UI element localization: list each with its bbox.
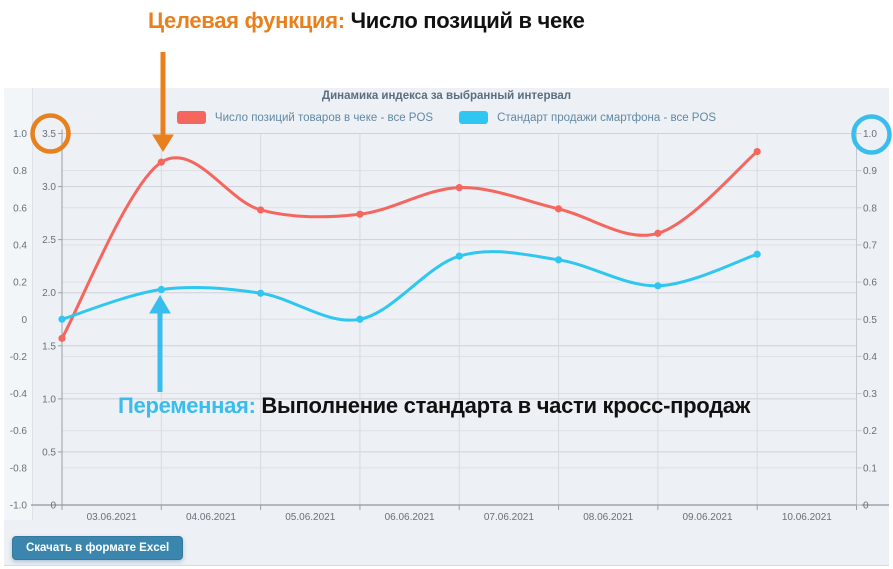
red-series-point <box>58 334 66 342</box>
left-outer-axis-label: -1.0 <box>10 501 28 512</box>
red-series-point <box>455 184 463 192</box>
annotation-target-label: Целевая функция: <box>148 8 345 33</box>
left-outer-axis-label: -0.4 <box>10 389 28 400</box>
right-axis-label: 0 <box>863 501 869 512</box>
left-outer-axis-label: 0.4 <box>13 240 27 251</box>
left-inner-axis-label: 1.0 <box>42 394 56 405</box>
left-inner-axis-label: 0.5 <box>42 447 56 458</box>
download-excel-button[interactable]: Скачать в формате Excel <box>12 536 184 560</box>
x-axis-date-label: 09.06.2021 <box>683 512 733 523</box>
cyan-series-point <box>654 282 662 290</box>
annotation-variable: Переменная: Выполнение стандарта в части… <box>118 393 750 419</box>
annotation-variable-text: Выполнение стандарта в части кросс-прода… <box>255 393 751 418</box>
x-axis-date-label: 04.06.2021 <box>186 512 236 523</box>
legend-item-standard[interactable]: Стандарт продажи смартфона - все POS <box>459 111 716 124</box>
left-outer-axis-label: 0.6 <box>13 203 27 214</box>
left-inner-axis-label: 2.5 <box>42 235 56 246</box>
legend-item-positions[interactable]: Число позиций товаров в чеке - все POS <box>176 111 434 124</box>
legend-swatch-cyan <box>459 111 489 124</box>
red-series-point <box>157 158 165 166</box>
x-axis-date-label: 06.06.2021 <box>385 512 435 523</box>
red-series-point <box>554 205 563 213</box>
chart-title: Динамика индекса за выбранный интервал <box>321 90 572 102</box>
outer-axis-strip <box>4 88 33 520</box>
red-series-point <box>753 147 761 156</box>
legend-label: Стандарт продажи смартфона - все POS <box>497 111 717 124</box>
cyan-series-point <box>257 289 265 297</box>
x-axis-date-label: 05.06.2021 <box>285 512 335 523</box>
right-axis-label: 0.2 <box>863 426 877 437</box>
right-axis-label: 0.7 <box>863 240 877 251</box>
right-axis-label: 0.1 <box>863 463 877 474</box>
right-axis-label: 0.9 <box>863 166 877 177</box>
left-outer-axis-label: 0.8 <box>13 166 27 177</box>
right-axis-label: 0.4 <box>863 352 877 363</box>
x-axis-date-label: 03.06.2021 <box>87 512 137 523</box>
x-axis-date-label: 07.06.2021 <box>484 512 534 523</box>
red-series-point <box>257 206 265 214</box>
left-outer-axis-label: 0.2 <box>13 278 27 289</box>
left-outer-axis-label: 1.0 <box>13 129 27 140</box>
red-series-point <box>356 210 364 218</box>
x-axis-date-label: 08.06.2021 <box>583 512 633 523</box>
cyan-series-point <box>753 250 761 258</box>
right-axis-label: 1.0 <box>863 129 877 140</box>
left-inner-axis-label: 1.5 <box>42 341 56 352</box>
cyan-series-path <box>60 250 759 322</box>
legend-swatch-red <box>176 111 206 124</box>
left-outer-axis-label: -0.8 <box>10 463 28 474</box>
annotation-target-text: Число позиций в чеке <box>344 8 585 33</box>
left-inner-axis-label: 0 <box>50 501 56 512</box>
right-axis-label: 0.5 <box>863 315 877 326</box>
cyan-series-point <box>356 315 364 323</box>
left-inner-axis-label: 2.0 <box>42 288 56 299</box>
chart-legend: Число позиций товаров в чеке - все POS С… <box>0 111 893 124</box>
red-series-point <box>654 229 662 237</box>
left-inner-axis-label: 3.5 <box>42 129 56 140</box>
annotation-variable-label: Переменная: <box>118 393 256 418</box>
x-axis-date-label: 10.06.2021 <box>782 512 832 523</box>
legend-label: Число позиций товаров в чеке - все POS <box>214 111 434 124</box>
annotation-target-function: Целевая функция: Число позиций в чеке <box>148 8 585 34</box>
left-inner-axis-label: 3.0 <box>42 182 56 193</box>
right-axis-label: 0.8 <box>863 203 877 214</box>
cyan-series-point <box>58 315 66 323</box>
cyan-series-point <box>554 256 563 264</box>
right-axis-label: 0.3 <box>863 389 877 400</box>
cyan-series-point <box>455 252 463 260</box>
left-outer-axis-label: -0.6 <box>10 426 28 437</box>
right-axis-label: 0.6 <box>863 278 877 289</box>
cyan-series-point <box>157 285 165 294</box>
left-outer-axis-label: 0 <box>21 315 27 326</box>
left-outer-axis-label: -0.2 <box>10 352 28 363</box>
